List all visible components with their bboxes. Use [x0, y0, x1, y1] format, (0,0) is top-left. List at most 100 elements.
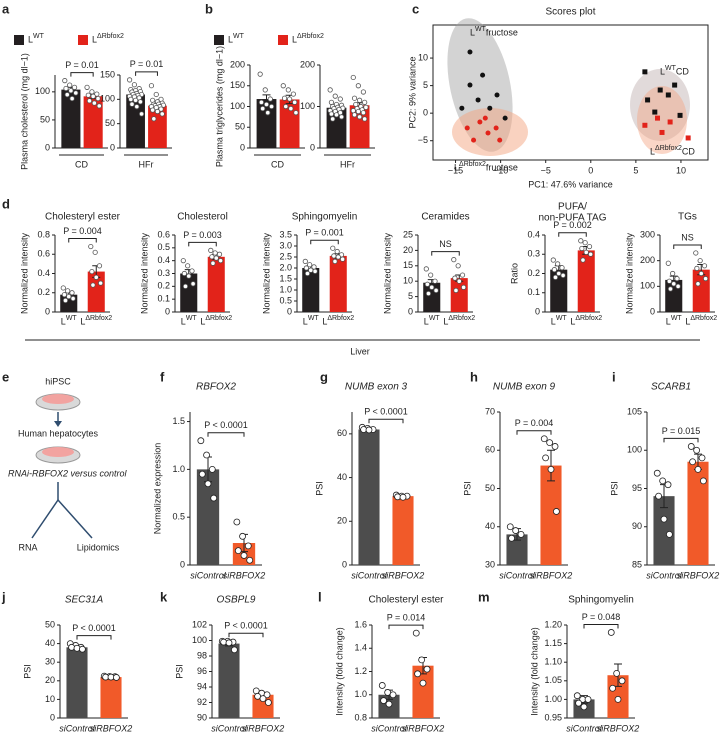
y-axis-label: Plasma triglycerides (mg dl−1) — [214, 46, 224, 167]
y-tick-label: 0.1 — [527, 287, 540, 297]
data-point — [687, 443, 695, 450]
bar — [196, 469, 220, 565]
y-tick-label: 1.0 — [279, 284, 292, 294]
gene-title: OSBPL9 — [217, 595, 256, 606]
data-point — [218, 258, 224, 264]
y-tick-label: −5 — [418, 135, 428, 145]
data-point — [65, 288, 71, 294]
data-point — [703, 276, 709, 282]
annotation: NS — [439, 239, 452, 249]
annotation: P = 0.004 — [515, 418, 554, 428]
data-point — [98, 280, 104, 286]
y-tick-label: 25 — [403, 229, 413, 239]
data-point — [588, 251, 594, 257]
annotation: L — [660, 66, 665, 76]
y-tick-label: 300 — [640, 229, 655, 239]
bar — [540, 465, 562, 565]
data-point — [335, 254, 341, 260]
data-point — [575, 699, 583, 707]
annotation: CD — [676, 66, 689, 76]
data-point — [418, 656, 426, 664]
y-tick-label: 150 — [230, 80, 245, 90]
panel-letter: d — [2, 196, 10, 211]
annotation: P = 0.004 — [63, 226, 102, 236]
y-tick-label: 1.6 — [354, 619, 367, 629]
data-point — [551, 443, 559, 450]
data-point — [451, 257, 457, 263]
x-tick-label-it: siRBFOX2 — [597, 723, 640, 733]
significance-bracket — [310, 239, 339, 245]
data-point — [244, 542, 252, 550]
data-point — [459, 272, 466, 278]
y-tick-label: 20 — [403, 245, 413, 255]
step-label: Lipidomics — [77, 542, 120, 552]
x-tick-label-it: siControl — [646, 570, 683, 580]
chart-title: Cholesterol — [177, 212, 228, 223]
data-point — [307, 262, 313, 268]
data-point — [480, 72, 486, 78]
y-tick-label: 5 — [408, 291, 413, 301]
data-point — [546, 439, 554, 447]
chart-title: Cholesteryl ester — [45, 212, 121, 223]
significance-bracket — [68, 238, 97, 243]
y-tick-label: 2.5 — [279, 251, 292, 261]
data-point — [88, 243, 94, 250]
data-point — [424, 281, 430, 287]
bar — [687, 461, 709, 565]
panel-letter: f — [160, 369, 165, 384]
panel-letter: c — [412, 1, 419, 16]
x-tick-label-sup: WT — [66, 315, 78, 322]
step-label: RNAi-RBFOX2 versus control — [8, 468, 128, 478]
y-tick-label: 0.4 — [37, 268, 50, 278]
y-tick-label: 1.5 — [172, 416, 185, 426]
data-point — [667, 286, 674, 292]
data-point — [655, 115, 661, 121]
data-point — [265, 110, 271, 116]
bar — [577, 250, 595, 312]
bar — [100, 677, 122, 718]
annotation: P = 0.01 — [130, 59, 164, 69]
legend-label-sup: ΔRbfox2 — [97, 33, 124, 40]
data-point — [464, 125, 470, 131]
y-tick-label: 102 — [192, 619, 207, 629]
significance-bracket — [663, 437, 699, 443]
y-tick-label: 1.5 — [279, 273, 292, 283]
data-point — [330, 116, 336, 122]
y-tick-label: 0 — [650, 306, 655, 316]
data-point — [137, 99, 143, 105]
panel-letter: b — [205, 1, 213, 16]
data-point — [423, 266, 429, 272]
y-tick-label: 100 — [640, 281, 655, 291]
data-point — [685, 135, 691, 141]
bar — [126, 94, 145, 148]
bar — [302, 268, 320, 312]
y-tick-label: 3.5 — [279, 229, 292, 239]
y-tick-label: 1.2 — [354, 666, 367, 676]
x-tick-label: HFr — [139, 159, 154, 169]
data-point — [701, 263, 708, 269]
y-tick-label: 60 — [485, 445, 495, 455]
data-point — [127, 77, 133, 83]
panel-letter: j — [1, 589, 6, 604]
data-point — [614, 696, 622, 703]
y-axis-label: PSI — [174, 664, 184, 679]
y-tick-label: 40 — [485, 521, 495, 531]
data-point — [385, 700, 393, 708]
x-tick-label-it: siControl — [211, 723, 248, 733]
x-tick-label-sup: WT — [186, 315, 198, 322]
significance-bracket — [188, 241, 217, 247]
y-tick-label: 0.2 — [527, 268, 540, 278]
data-point — [332, 93, 338, 99]
x-tick-label: CD — [271, 159, 284, 169]
y-tick-label: 100 — [300, 101, 315, 111]
annotation: L — [650, 146, 655, 156]
data-point — [63, 85, 69, 92]
data-point — [475, 97, 481, 103]
y-tick-label: 0 — [342, 559, 347, 569]
x-tick-label-it: siRBFOX2 — [530, 570, 573, 580]
chart-title: Scores plot — [545, 7, 595, 18]
x-tick-label-sup: WT — [671, 315, 683, 322]
legend-swatch — [14, 35, 24, 45]
chart-title: Ceramides — [421, 212, 469, 223]
